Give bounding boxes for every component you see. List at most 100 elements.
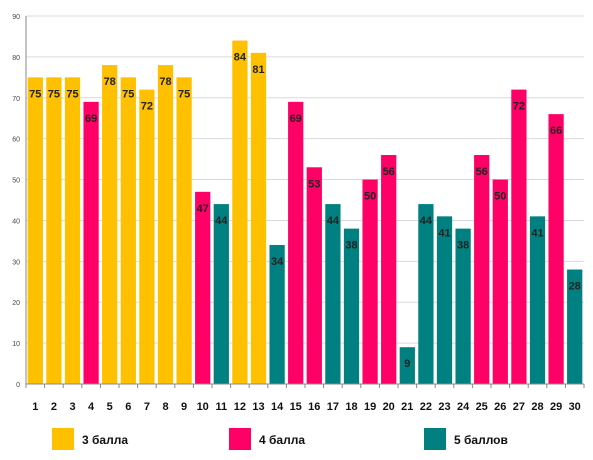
data-label-29: 66 [550, 125, 562, 137]
bar-25 [474, 155, 490, 384]
data-label-6: 75 [122, 88, 134, 100]
x-tick-label-12: 12 [234, 401, 246, 413]
bar-23 [436, 216, 453, 384]
bar-5 [102, 65, 118, 385]
bar-18 [343, 228, 360, 384]
x-tick-label-20: 20 [383, 401, 395, 413]
legend-swatch-5 [424, 428, 446, 450]
bar-4 [83, 101, 99, 384]
x-tick-label-14: 14 [271, 401, 284, 413]
x-tick-label-27: 27 [513, 401, 525, 413]
x-tick-label-1: 1 [32, 401, 38, 413]
data-label-26: 50 [494, 191, 506, 203]
data-label-27: 72 [513, 101, 525, 113]
data-label-3: 75 [66, 88, 78, 100]
y-tick-label: 70 [12, 96, 20, 103]
axes [25, 16, 585, 388]
y-tick-label: 90 [12, 14, 20, 21]
x-tick-label-8: 8 [162, 401, 168, 413]
x-tick-label-22: 22 [420, 401, 432, 413]
data-label-13: 81 [252, 64, 264, 76]
bar-10 [195, 191, 211, 384]
data-label-1: 75 [29, 88, 41, 100]
bar-20 [381, 155, 397, 384]
legend: 3 балла 4 балла 5 баллов [52, 428, 508, 450]
bar-9 [176, 77, 192, 384]
bars [27, 40, 583, 385]
bar-2 [46, 77, 62, 384]
x-tick-label-4: 4 [88, 401, 95, 413]
data-label-23: 41 [438, 227, 450, 239]
data-label-9: 75 [178, 88, 190, 100]
legend-swatch-3 [52, 428, 74, 450]
x-tick-label-6: 6 [125, 401, 131, 413]
x-tick-label-13: 13 [252, 401, 264, 413]
y-tick-label: 60 [12, 137, 20, 144]
legend-label-3: 3 балла [82, 433, 128, 447]
x-tick-label-29: 29 [550, 401, 562, 413]
bar-13 [250, 52, 267, 385]
x-axis-ticks: 1 2 3 4 5 6 7 8 9 10 11 12 13 14 15 16 17 18 19 20 21 22 23 24 2… [32, 401, 581, 413]
data-label-12: 84 [234, 52, 247, 64]
y-axis-ticks: 0 10 20 30 40 50 60 70 80 90 [12, 14, 20, 389]
data-label-30: 28 [569, 281, 581, 293]
bar-28 [529, 216, 546, 384]
data-label-18: 38 [345, 240, 357, 252]
x-tick-label-10: 10 [197, 401, 209, 413]
x-tick-label-23: 23 [438, 401, 450, 413]
data-label-17: 44 [327, 215, 340, 227]
bar-21 [399, 347, 415, 384]
data-label-20: 56 [383, 166, 395, 178]
data-label-2: 75 [48, 88, 60, 100]
bar-12 [232, 40, 248, 385]
x-tick-label-17: 17 [327, 401, 339, 413]
data-label-11: 44 [215, 215, 228, 227]
data-labels: 75 75 75 69 78 75 72 78 75 47 44 84 81 34 69 53 44 38 50 56… [29, 52, 581, 371]
bar-19 [362, 179, 378, 384]
legend-label-5: 5 баллов [454, 433, 508, 447]
bar-15 [288, 101, 304, 384]
bar-8 [157, 65, 174, 385]
bar-3 [64, 77, 81, 384]
data-label-7: 72 [141, 101, 153, 113]
x-tick-label-7: 7 [144, 401, 150, 413]
x-tick-label-25: 25 [476, 401, 488, 413]
x-tick-label-3: 3 [69, 401, 75, 413]
x-tick-label-21: 21 [401, 401, 413, 413]
y-tick-label: 30 [12, 259, 20, 266]
y-tick-label: 20 [12, 300, 20, 307]
data-label-15: 69 [290, 113, 302, 125]
data-label-28: 41 [531, 227, 543, 239]
x-tick-label-18: 18 [345, 401, 357, 413]
data-label-21: 9 [404, 358, 410, 370]
y-tick-label: 10 [12, 341, 20, 348]
data-label-16: 53 [308, 178, 320, 190]
data-label-5: 78 [104, 76, 116, 88]
bar-6 [120, 77, 136, 384]
data-label-25: 56 [476, 166, 488, 178]
bar-16 [306, 167, 322, 384]
bar-22 [418, 204, 434, 384]
x-tick-label-24: 24 [457, 401, 470, 413]
x-tick-label-26: 26 [494, 401, 506, 413]
bar-11 [213, 204, 229, 384]
data-label-22: 44 [420, 215, 433, 227]
y-tick-label: 80 [12, 55, 20, 62]
legend-label-4: 4 балла [259, 433, 305, 447]
y-tick-label: 0 [16, 382, 20, 389]
x-tick-label-11: 11 [215, 401, 227, 413]
bar-27 [511, 89, 527, 384]
bar-14 [269, 244, 285, 384]
bar-7 [139, 89, 155, 384]
legend-swatch-4 [229, 428, 251, 450]
y-tick-label: 40 [12, 218, 20, 225]
x-tick-label-9: 9 [181, 401, 187, 413]
data-label-4: 69 [85, 113, 97, 125]
x-tick-label-30: 30 [569, 401, 581, 413]
x-tick-label-28: 28 [531, 401, 543, 413]
bar-26 [492, 179, 508, 384]
bar-24 [455, 228, 471, 384]
x-tick-label-2: 2 [51, 401, 57, 413]
bar-29 [548, 114, 564, 384]
